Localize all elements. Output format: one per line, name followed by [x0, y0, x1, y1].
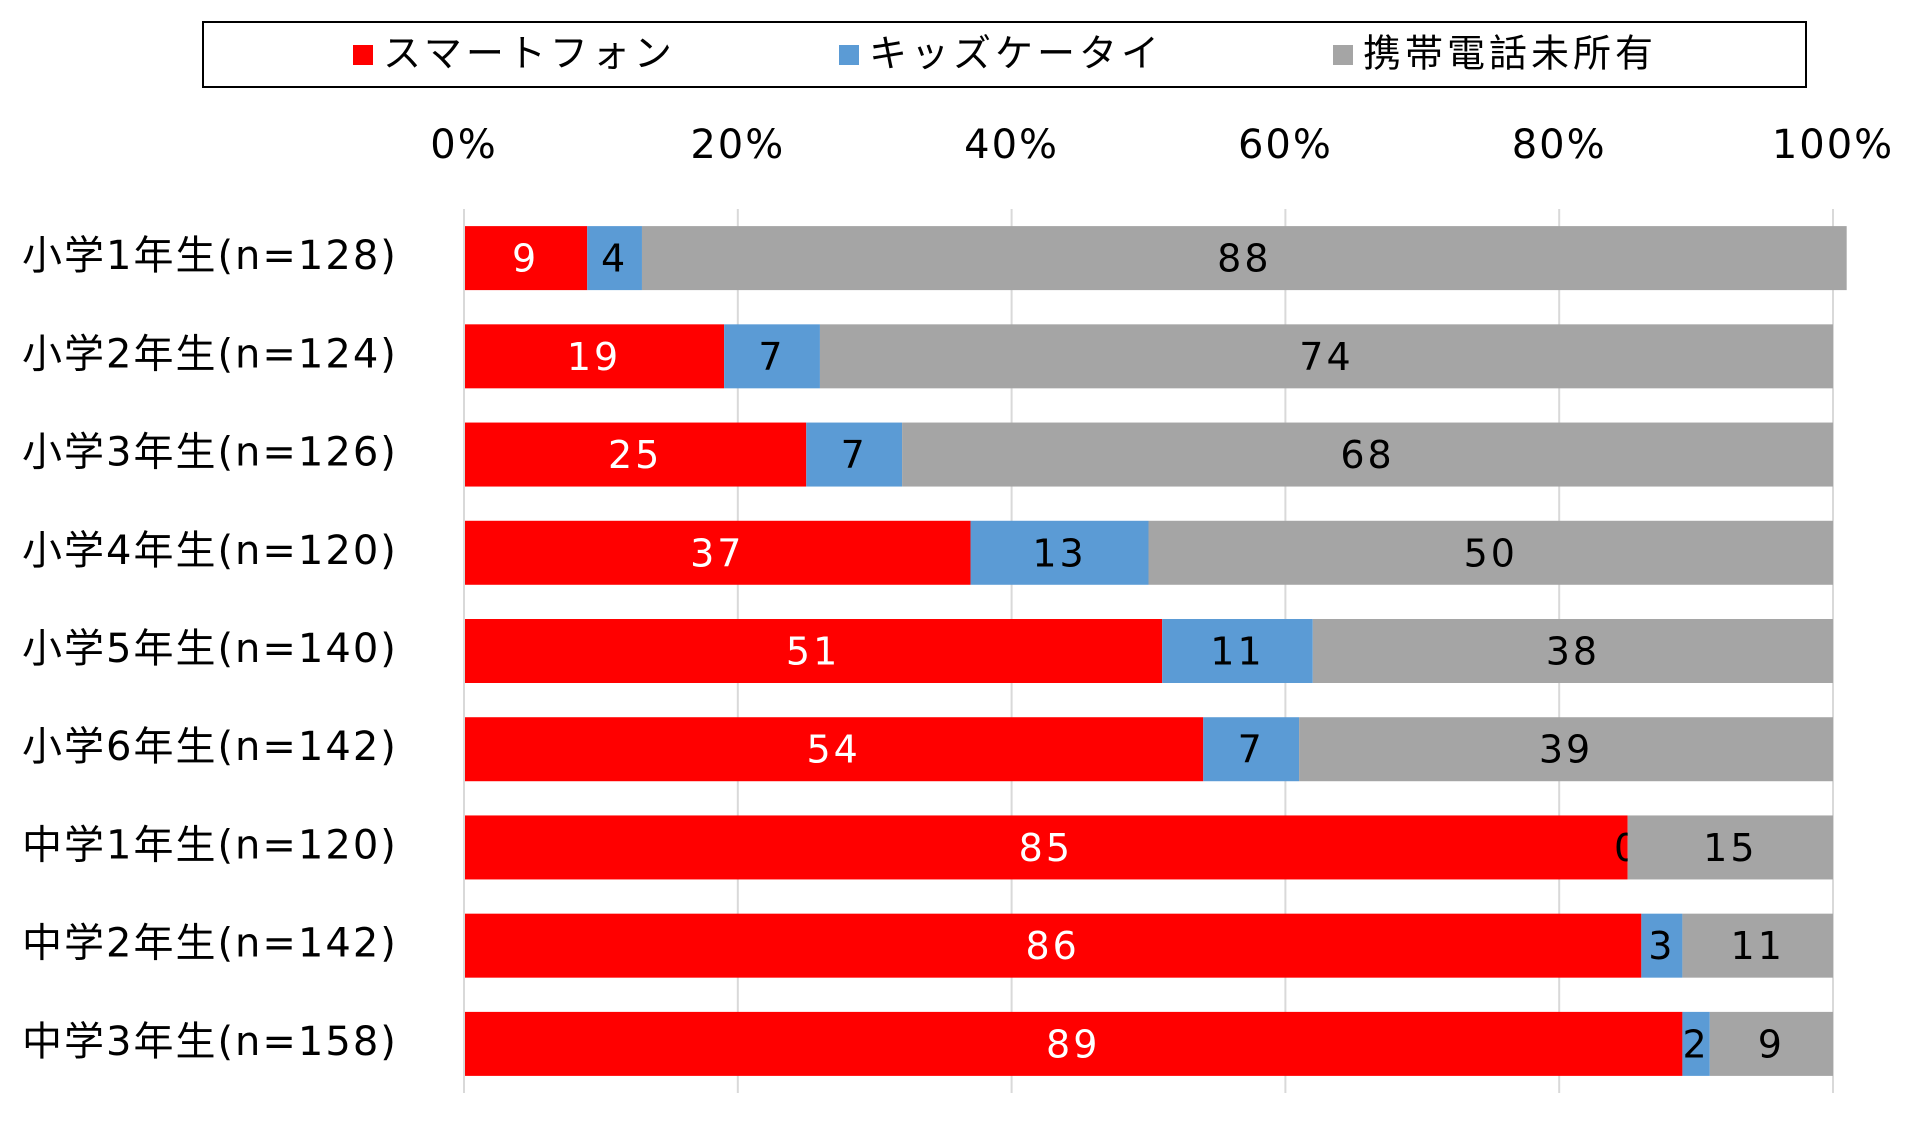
data-label: 37: [690, 531, 744, 575]
bar-segment: [1312, 619, 1833, 683]
legend-box: [202, 21, 1807, 88]
data-label: 38: [1546, 630, 1600, 674]
x-tick-label: 80%: [1512, 122, 1607, 168]
bar-segment: [1682, 1011, 1710, 1076]
bar-segment: [464, 815, 1628, 880]
bar-segment: [902, 422, 1833, 487]
data-label: 74: [1299, 335, 1353, 379]
y-tick-label: 小学2年生(n=124): [22, 331, 398, 377]
data-label: 85: [1019, 826, 1073, 870]
bar-segment: [464, 226, 588, 291]
y-tick-label: 中学3年生(n=158): [22, 1019, 398, 1065]
data-label: 9: [1758, 1022, 1785, 1066]
data-label: 11: [1731, 924, 1785, 968]
x-tick-label: 0%: [430, 122, 497, 168]
y-tick-label: 小学1年生(n=128): [22, 233, 398, 279]
bar-segment: [724, 324, 820, 389]
data-label: 50: [1464, 531, 1518, 575]
y-tick-label: 小学4年生(n=120): [22, 528, 398, 574]
bar-segment: [464, 913, 1642, 978]
bar-segment: [1162, 619, 1313, 683]
y-tick-label: 小学3年生(n=126): [22, 430, 398, 476]
data-label: 39: [1539, 728, 1593, 772]
y-tick-label: 中学1年生(n=120): [22, 822, 398, 868]
data-label: 54: [806, 728, 860, 772]
y-tick-label: 小学6年生(n=142): [22, 724, 398, 770]
legend-swatch: [1333, 45, 1353, 65]
data-label: 13: [1032, 531, 1086, 575]
legend-label: キッズケータイ: [869, 32, 1163, 76]
bar-segment: [464, 422, 807, 487]
data-label: 88: [1217, 237, 1271, 281]
bar-segment: [1627, 815, 1833, 880]
bar-segment: [641, 226, 1847, 291]
x-tick-label: 60%: [1238, 122, 1333, 168]
data-label: 11: [1210, 630, 1264, 674]
data-label: 7: [1238, 728, 1265, 772]
data-label: 89: [1046, 1022, 1100, 1066]
data-label: 68: [1340, 433, 1394, 477]
bar-segment: [819, 324, 1833, 389]
bar-segment: [464, 1011, 1683, 1076]
x-tick-label: 100%: [1772, 122, 1894, 168]
data-label: 2: [1683, 1022, 1710, 1066]
bar-segment: [1203, 717, 1300, 782]
data-label: 9: [512, 237, 539, 281]
data-label: 51: [786, 630, 840, 674]
data-label: 86: [1025, 924, 1079, 968]
data-label: 15: [1703, 826, 1757, 870]
x-tick-label: 20%: [690, 122, 785, 168]
bar-segment: [970, 520, 1149, 585]
bar-segment: [464, 324, 725, 389]
y-tick-label: 中学2年生(n=142): [22, 921, 398, 967]
bar-segment: [464, 717, 1204, 782]
x-tick-label: 40%: [964, 122, 1059, 168]
legend-swatch: [353, 45, 373, 65]
bar-segment: [1682, 913, 1833, 978]
bar-segment: [587, 226, 642, 291]
data-label: 25: [608, 433, 662, 477]
legend-label: 携帯電話未所有: [1363, 32, 1657, 76]
bar-segment: [464, 619, 1163, 683]
bar-segment: [1709, 1011, 1833, 1076]
data-label: 4: [601, 237, 628, 281]
bar-segment: [1148, 520, 1833, 585]
legend-label: スマートフォン: [383, 32, 676, 76]
bar-segment: [1299, 717, 1833, 782]
data-label: 3: [1648, 924, 1675, 968]
bar-segment: [1641, 913, 1683, 978]
bar-segment: [806, 422, 903, 487]
data-label: 7: [758, 335, 785, 379]
legend-swatch: [839, 45, 859, 65]
data-label: 19: [567, 335, 621, 379]
data-label: 7: [841, 433, 868, 477]
y-tick-label: 小学5年生(n=140): [22, 626, 398, 672]
bar-segment: [464, 520, 971, 585]
